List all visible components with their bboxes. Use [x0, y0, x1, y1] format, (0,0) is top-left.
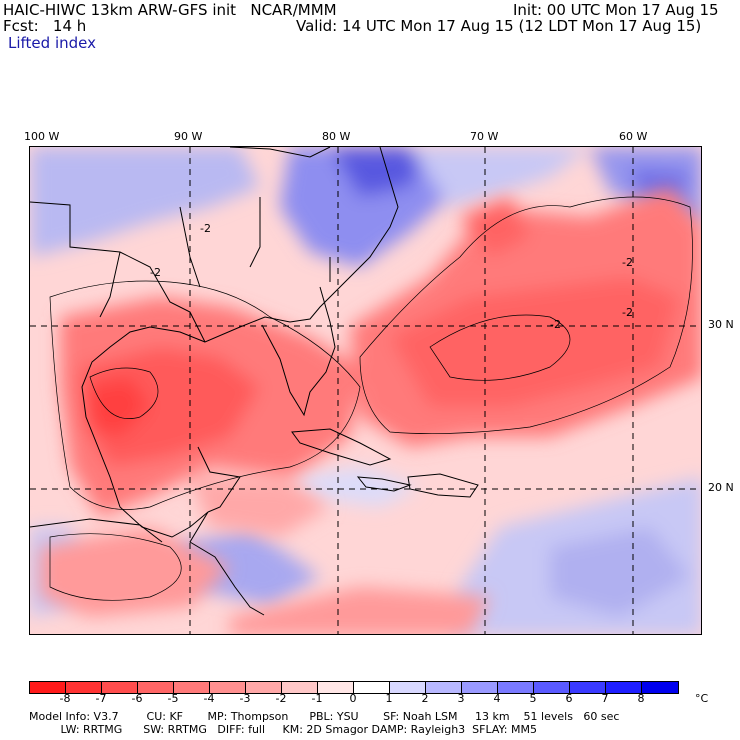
- colorbar-tick-label: 1: [385, 692, 393, 705]
- contour-label: -2: [200, 222, 211, 235]
- colorbar-tick-label: -6: [131, 692, 143, 705]
- colorbar-tick-label: 2: [421, 692, 429, 705]
- lat-label-30n: 30 N: [708, 318, 734, 331]
- colorbar-swatch: [570, 682, 606, 693]
- lat-lon-grid: [30, 147, 701, 634]
- lon-label-60w: 60 W: [619, 130, 648, 143]
- forecast-hour: Fcst: 14 h: [3, 17, 87, 35]
- colorbar-swatch: [426, 682, 462, 693]
- colorbar-tick-label: -3: [239, 692, 251, 705]
- colorbar-swatch: [102, 682, 138, 693]
- model-info-line2: LW: RRTMG SW: RRTMG DIFF: full KM: 2D Sm…: [29, 723, 537, 736]
- colorbar-swatch: [390, 682, 426, 693]
- contour-label: -2: [622, 306, 633, 319]
- colorbar-tick-label: -7: [95, 692, 107, 705]
- colorbar-swatch: [66, 682, 102, 693]
- stable-regions: [30, 147, 701, 634]
- model-title: HAIC-HIWC 13km ARW-GFS init NCAR/MMM: [3, 1, 337, 19]
- colorbar-swatch: [282, 682, 318, 693]
- lon-label-80w: 80 W: [322, 130, 351, 143]
- colorbar-tick-label: -5: [167, 692, 179, 705]
- unstable-regions: [40, 187, 701, 634]
- contours: [49, 196, 693, 601]
- colorbar-swatch: [246, 682, 282, 693]
- contour-label: -2: [622, 256, 633, 269]
- lon-label-90w: 90 W: [174, 130, 203, 143]
- colorbar-swatch: [138, 682, 174, 693]
- colorbar-unit: °C: [695, 692, 709, 705]
- colorbar-tick-label: 4: [493, 692, 501, 705]
- colorbar-swatch: [30, 682, 66, 693]
- colorbar-tick-label: 6: [565, 692, 573, 705]
- colorbar-swatch: [210, 682, 246, 693]
- colorbar-swatch: [174, 682, 210, 693]
- lifted-index-map: -2 -2 -2 -2 -2: [29, 146, 702, 635]
- colorbar-swatch: [642, 682, 678, 693]
- colorbar-tick-label: 3: [457, 692, 465, 705]
- colorbar-tick-label: 7: [601, 692, 609, 705]
- colorbar-tick-label: 0: [349, 692, 357, 705]
- lon-label-70w: 70 W: [470, 130, 499, 143]
- colorbar-swatch: [498, 682, 534, 693]
- colorbar-swatch: [318, 682, 354, 693]
- colorbar-tick-label: -4: [203, 692, 215, 705]
- colorbar-tick-label: 8: [637, 692, 645, 705]
- colorbar: [29, 681, 679, 694]
- colorbar-swatch: [534, 682, 570, 693]
- contour-label: -2: [150, 266, 161, 279]
- map-canvas: [30, 147, 701, 634]
- colorbar-tick-label: -8: [59, 692, 71, 705]
- valid-time: Valid: 14 UTC Mon 17 Aug 15 (12 LDT Mon …: [296, 17, 702, 35]
- colorbar-swatch: [462, 682, 498, 693]
- colorbar-tick-label: -1: [311, 692, 323, 705]
- lon-label-100w: 100 W: [24, 130, 60, 143]
- colorbar-tick-label: 5: [529, 692, 537, 705]
- colorbar-tick-label: -2: [275, 692, 287, 705]
- field-name: Lifted index: [8, 34, 96, 52]
- colorbar-swatch: [354, 682, 390, 693]
- model-info-line1: Model Info: V3.7 CU: KF MP: Thompson PBL…: [29, 710, 620, 723]
- colorbar-swatch: [606, 682, 642, 693]
- lat-label-20n: 20 N: [708, 481, 734, 494]
- contour-label: -2: [550, 318, 561, 331]
- init-time: Init: 00 UTC Mon 17 Aug 15: [513, 1, 719, 19]
